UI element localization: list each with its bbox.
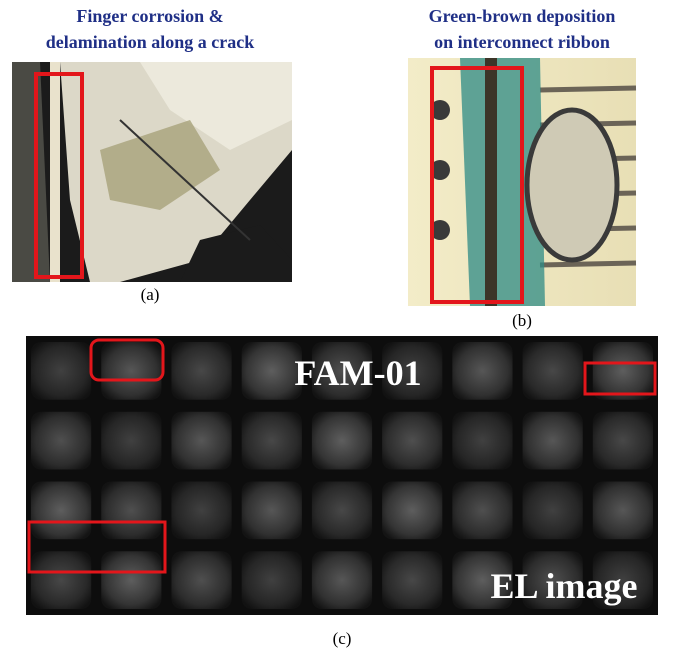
panel-label: (b) [512,311,532,330]
el-cell [452,482,512,540]
el-cell [242,342,302,400]
el-cell [382,412,442,470]
el-cell [312,551,372,609]
el-cell [242,482,302,540]
el-cell [242,551,302,609]
el-cell [31,551,91,609]
photo-b [408,58,636,306]
el-cell [171,412,231,470]
panel-label: (a) [141,285,160,304]
el-cell [171,342,231,400]
el-cell [312,412,372,470]
el-cell [452,412,512,470]
el-cell [101,412,161,470]
el-cell [452,342,512,400]
annotation: EL image [490,566,637,606]
el-cell [101,482,161,540]
el-cell [523,342,583,400]
annotation: FAM-01 [294,353,421,393]
el-cell [101,551,161,609]
el-cell [593,482,653,540]
el-cell [31,482,91,540]
panel-title: on interconnect ribbon [434,32,610,52]
el-cell [593,342,653,400]
panel-label: (c) [333,629,352,648]
figure: Finger corrosion & delamination along a … [0,0,676,656]
el-cell [31,412,91,470]
el-cell [31,342,91,400]
el-cell [523,482,583,540]
el-cell [312,482,372,540]
panel-title: delamination along a crack [46,32,255,52]
panel-title: Finger corrosion & [76,6,223,26]
el-cell [523,412,583,470]
el-cell [171,551,231,609]
el-cell [242,412,302,470]
el-cell [171,482,231,540]
el-cell [593,412,653,470]
photo-a [12,62,292,282]
el-cell [101,342,161,400]
el-cell [382,482,442,540]
el-cell [382,551,442,609]
panel-title: Green-brown deposition [429,6,616,26]
